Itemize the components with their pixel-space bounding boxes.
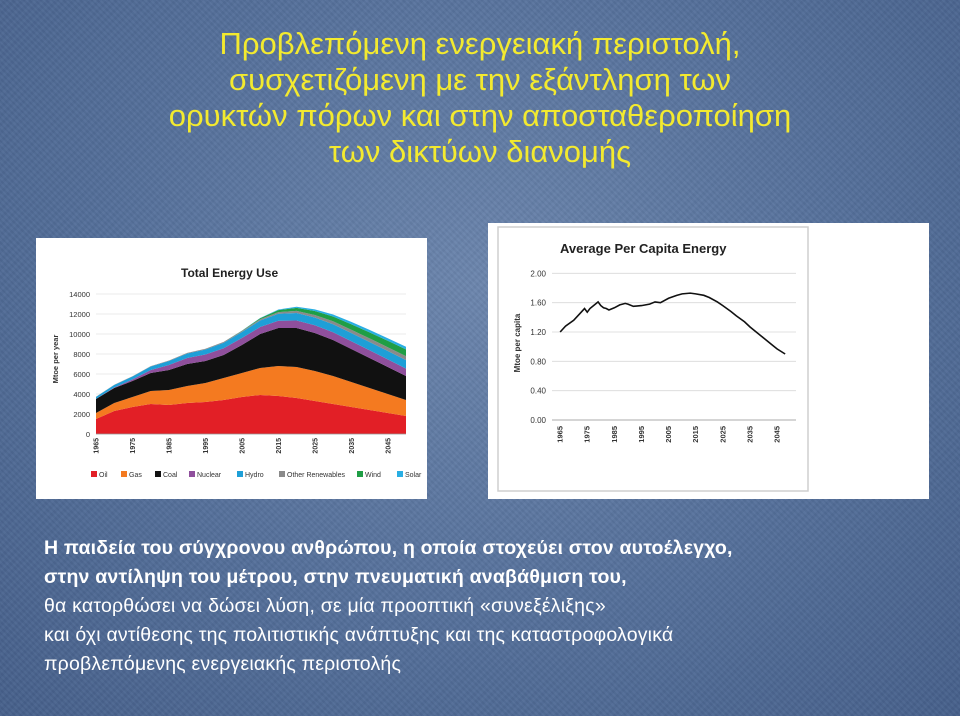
- per-capita-chart: Average Per Capita Energy 0.00 0.40 0.80 1.2…: [497, 226, 809, 492]
- body-line: θα κατορθώσει να δώσει λύση, σε μία προο…: [44, 595, 606, 617]
- area-series-hydro: [96, 313, 406, 399]
- legend-label: Gas: [129, 472, 142, 479]
- legend-label: Hydro: [245, 472, 264, 479]
- x-tick-label: 2005: [239, 438, 246, 454]
- legend-label: Nuclear: [197, 472, 222, 479]
- y-tick-label: 6000: [73, 370, 90, 379]
- x-tick-label: 1985: [610, 426, 619, 443]
- slide-title: Προβλεπόμενη ενεργειακή περιστολή, συσχε…: [40, 26, 920, 170]
- body-line: στην αντίληψη του μέτρου, στην πνευματικ…: [44, 566, 627, 588]
- title-line: συσχετιζόμενη με την εξάντληση των: [229, 62, 731, 97]
- total-energy-chart: Total Energy Use 0 2000 4000 6000 8000 10000 12…: [51, 266, 422, 479]
- legend-swatch: [155, 471, 161, 477]
- y-tick-label: 0: [86, 430, 90, 439]
- title-line: Προβλεπόμενη ενεργειακή περιστολή,: [219, 26, 741, 61]
- chart-title: Average Per Capita Energy: [560, 241, 727, 256]
- title-line: των δικτύων διανομής: [328, 134, 632, 169]
- x-tick-label: 1995: [203, 438, 210, 454]
- area-series-gas: [96, 366, 406, 419]
- legend-swatch: [121, 471, 127, 477]
- y-tick-label: 0.40: [530, 387, 546, 396]
- y-tick-label: 2.00: [530, 269, 546, 278]
- y-tick-label: 1.60: [530, 299, 546, 308]
- x-tick-label: 2045: [385, 438, 392, 454]
- y-tick-label: 0.80: [530, 357, 546, 366]
- legend-label: Coal: [163, 472, 178, 479]
- slide-body-text: Η παιδεία του σύγχρονου ανθρώπου, η οποί…: [44, 534, 944, 679]
- x-tick-label: 1975: [130, 438, 137, 454]
- x-tick-label: 2025: [312, 438, 319, 454]
- x-tick-label: 2035: [349, 438, 356, 454]
- y-tick-label: 4000: [73, 390, 90, 399]
- chart-frame: [497, 226, 809, 492]
- y-tick-label: 1.20: [530, 328, 546, 337]
- y-tick-label: 12000: [69, 310, 90, 319]
- y-tick-label: 10000: [69, 330, 90, 339]
- per-capita-chart-panel: Average Per Capita Energy 0.00 0.40 0.80 1.2…: [488, 223, 929, 499]
- area-series-coal: [96, 328, 406, 413]
- x-tick-label: 2005: [664, 426, 673, 443]
- line-series: [559, 292, 786, 355]
- x-tick-label: 2025: [718, 426, 727, 443]
- legend-swatch: [397, 471, 403, 477]
- legend-swatch: [91, 471, 97, 477]
- legend-label: Other Renewables: [287, 472, 345, 479]
- x-tick-label: 2035: [745, 426, 754, 443]
- legend-label: Wind: [365, 472, 381, 479]
- legend-swatch: [237, 471, 243, 477]
- legend-label: Solar: [405, 472, 422, 479]
- y-tick-label: 14000: [69, 290, 90, 299]
- legend-label: Oil: [99, 472, 108, 479]
- y-axis-label: Mtoe per year: [51, 335, 60, 384]
- legend-swatch: [357, 471, 363, 477]
- area-series-oil: [96, 395, 406, 434]
- legend-swatch: [279, 471, 285, 477]
- y-tick-label: 8000: [73, 350, 90, 359]
- body-line: προβλεπόμενης ενεργειακής περιστολής: [44, 653, 402, 675]
- x-tick-label: 1975: [583, 426, 592, 443]
- y-axis-label: Mtoe per capita: [513, 313, 522, 372]
- body-line: Η παιδεία του σύγχρονου ανθρώπου, η οποί…: [44, 537, 733, 559]
- x-tick-label: 2015: [276, 438, 283, 454]
- total-energy-chart-panel: Total Energy Use 0 2000 4000 6000 8000 10000 12…: [36, 238, 427, 499]
- x-tick-label: 1965: [556, 426, 565, 443]
- y-tick-label: 0.00: [530, 416, 546, 425]
- x-tick-label: 1995: [637, 426, 646, 443]
- x-tick-label: 1985: [166, 438, 173, 454]
- body-line: και όχι αντίθεσης της πολιτιστικής ανάπτ…: [44, 624, 674, 646]
- chart-title: Total Energy Use: [181, 266, 278, 280]
- area-series-nuclear: [96, 320, 406, 399]
- x-tick-label: 2015: [691, 426, 700, 443]
- x-tick-label: 2045: [773, 426, 782, 443]
- legend-swatch: [189, 471, 195, 477]
- y-tick-label: 2000: [73, 410, 90, 419]
- title-line: ορυκτών πόρων και στην αποσταθεροποίηση: [168, 98, 792, 133]
- x-tick-label: 1965: [94, 438, 101, 454]
